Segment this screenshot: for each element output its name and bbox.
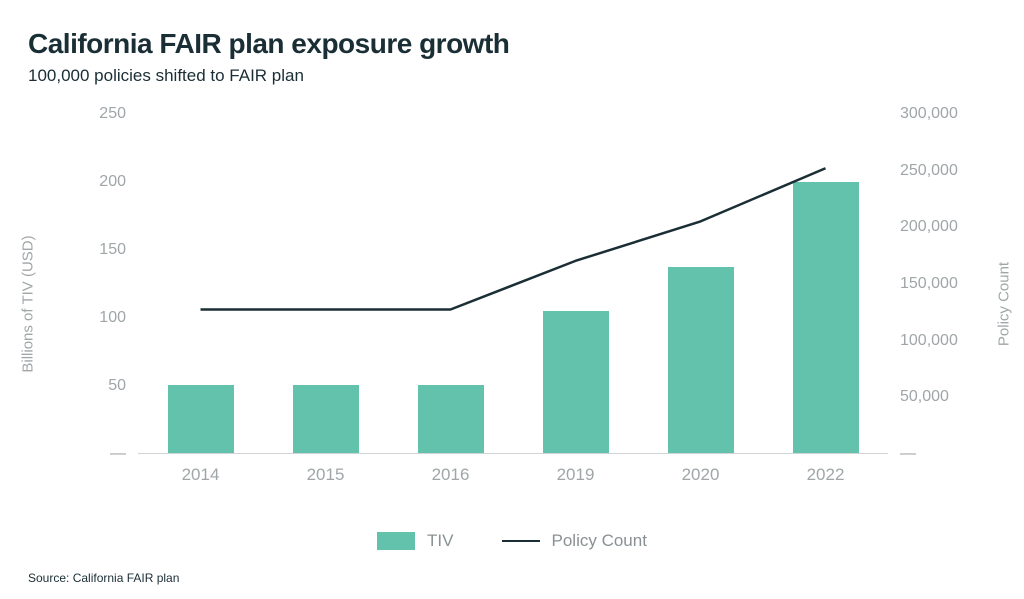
x-tick-label: 2020 (638, 465, 763, 485)
x-tick-label: 2019 (513, 465, 638, 485)
y-axis-label-left: Billions of TIV (USD) (20, 235, 37, 372)
legend-swatch-bar (377, 532, 415, 550)
y-tick-right: 300,000 (900, 105, 980, 123)
y-tick-right: 200,000 (900, 218, 980, 236)
y-tick-left: 100 (66, 309, 126, 327)
legend-item-policy: Policy Count (502, 531, 647, 551)
y-tick-left: 250 (66, 105, 126, 123)
y-tick-right: — (900, 445, 980, 463)
y-tick-right: 50,000 (900, 388, 980, 406)
bar-column: 2014 (138, 114, 263, 453)
legend-swatch-line (502, 540, 540, 542)
legend: TIV Policy Count (0, 531, 1024, 551)
y-tick-left: 50 (66, 377, 126, 395)
x-tick-label: 2015 (263, 465, 388, 485)
bar-column: 2015 (263, 114, 388, 453)
bar (293, 385, 359, 453)
y-tick-right: 150,000 (900, 275, 980, 293)
y-tick-right: 250,000 (900, 162, 980, 180)
source-text: Source: California FAIR plan (28, 571, 179, 585)
plot-area: 201420152016201920202022 (138, 114, 888, 454)
bar-column: 2016 (388, 114, 513, 453)
y-tick-right: 100,000 (900, 332, 980, 350)
chart-title: California FAIR plan exposure growth (28, 28, 984, 60)
x-tick-label: 2014 (138, 465, 263, 485)
bar (543, 311, 609, 453)
chart-subtitle: 100,000 policies shifted to FAIR plan (28, 66, 984, 86)
bar-column: 2019 (513, 114, 638, 453)
bar-column: 2022 (763, 114, 888, 453)
y-tick-left: — (66, 445, 126, 463)
x-tick-label: 2016 (388, 465, 513, 485)
bar-column: 2020 (638, 114, 763, 453)
legend-label-tiv: TIV (427, 531, 453, 551)
bar (793, 182, 859, 453)
y-tick-left: 150 (66, 241, 126, 259)
x-tick-label: 2022 (763, 465, 888, 485)
bar (668, 267, 734, 453)
y-axis-label-right: Policy Count (996, 262, 1013, 346)
bar (418, 385, 484, 453)
bars-group: 201420152016201920202022 (138, 114, 888, 453)
bar (168, 385, 234, 453)
legend-item-tiv: TIV (377, 531, 453, 551)
chart-container: Billions of TIV (USD) Policy Count —5010… (48, 114, 968, 494)
legend-label-policy: Policy Count (552, 531, 647, 551)
y-tick-left: 200 (66, 173, 126, 191)
